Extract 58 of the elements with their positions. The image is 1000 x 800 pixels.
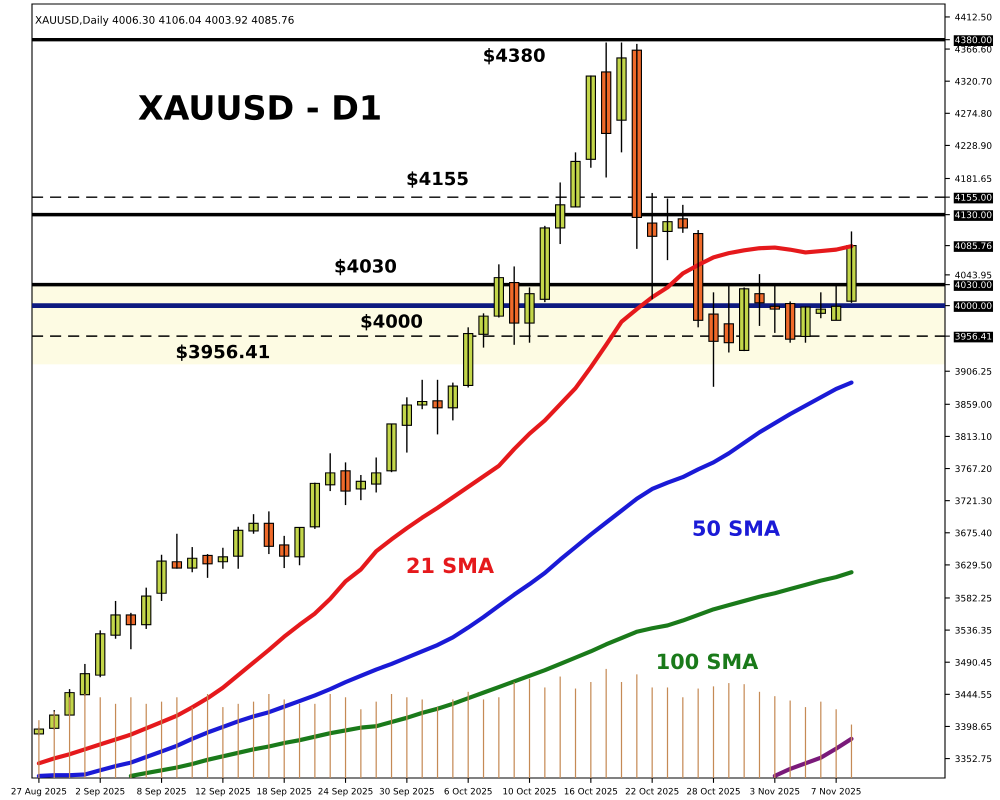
x-tick-label: 18 Sep 2025: [257, 788, 312, 796]
x-tick-label: 7 Nov 2025: [812, 788, 861, 794]
y-tick-label: 3906.25: [955, 368, 992, 375]
y-tick-label: 3444.55: [955, 691, 992, 698]
series-label: 100 SMA: [658, 653, 758, 670]
y-tick-label: 3398.65: [955, 723, 992, 730]
y-tick-label: 4181.65: [955, 175, 992, 182]
y-tick-label: 4085.76: [955, 242, 992, 250]
y-tick-label: 3675.40: [955, 530, 992, 536]
candlestick: [356, 474, 366, 501]
y-tick-label: 3352.75: [955, 755, 992, 762]
ref-line-label: $4000: [362, 314, 422, 330]
x-tick-label: 3 Nov 2025: [750, 788, 800, 794]
x-tick-label: 28 Oct 2025: [687, 788, 740, 794]
y-tick-label: 3721.30: [955, 497, 992, 504]
y-tick-label: 3536.35: [955, 626, 992, 634]
line-series: [36, 380, 854, 778]
y-tick-label: 3767.20: [955, 465, 992, 472]
y-tick-label: 4155.00: [955, 194, 992, 201]
ref-line-label: $4380: [484, 48, 545, 64]
x-tick-label: 24 Sep 2025: [318, 788, 372, 796]
y-tick-label: 4380.00: [955, 36, 992, 44]
x-tick-label: 16 Oct 2025: [564, 788, 618, 794]
candlestick: [172, 533, 182, 570]
y-tick-label: 4000.00: [955, 302, 992, 310]
y-tick-label: 4130.00: [955, 211, 992, 218]
candlestick: [432, 379, 443, 436]
ref-line-label: $4030: [335, 258, 396, 276]
x-tick-label: 27 Aug 2025: [12, 788, 66, 796]
text: XAUUSD,Daily 4006.30 4106.04 4003.92 4085.76: [35, 16, 294, 26]
candlestick: [816, 292, 826, 319]
y-tick-label: 3629.50: [955, 562, 992, 568]
x-tick-label: 12 Sep 2025: [196, 788, 250, 796]
series-label: 21 SMA: [408, 557, 494, 574]
y-tick-label: 4043.95: [955, 272, 992, 278]
y-tick-label: 4320.70: [955, 78, 992, 85]
y-tick-label: 4412.50: [955, 14, 992, 21]
y-tick-label: 4366.60: [955, 46, 992, 53]
y-tick-label: 3859.00: [955, 401, 992, 408]
x-tick-label: 10 Oct 2025: [503, 788, 556, 794]
ref-line-label: $3956.41: [176, 344, 270, 361]
x-tick-label: 30 Sep 2025: [380, 788, 434, 796]
x-tick-label: 6 Oct 2025: [444, 788, 492, 794]
y-tick-label: 3582.25: [955, 594, 992, 602]
line-series: [36, 244, 854, 766]
y-tick-label: 4030.00: [955, 281, 992, 288]
candlestick: [248, 513, 259, 534]
y-tick-label: 3956.41: [955, 332, 992, 340]
text: 50 SMA: [694, 520, 780, 536]
y-tick-label: 3813.10: [955, 433, 992, 440]
x-tick-label: 8 Sep 2025: [137, 788, 186, 796]
x-tick-label: 2 Sep 2025: [76, 788, 124, 796]
ref-line-label: $4155: [408, 171, 468, 188]
y-tick-label: 4274.80: [955, 110, 992, 117]
x-tick-label: 22 Oct 2025: [626, 788, 678, 794]
y-tick-label: 4228.90: [955, 142, 992, 149]
text: XAUUSD - D1: [138, 94, 380, 120]
y-tick-label: 3490.45: [955, 658, 992, 666]
